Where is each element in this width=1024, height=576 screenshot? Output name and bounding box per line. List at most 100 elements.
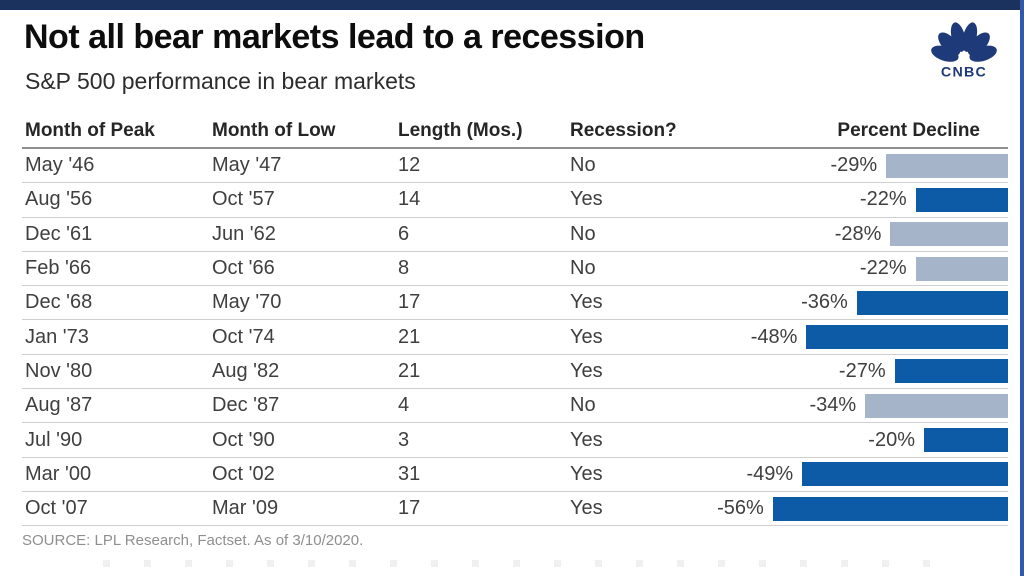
cell-length-months: 17 xyxy=(398,497,421,520)
table-row: Nov '80 Aug '82 21 Yes -27% xyxy=(22,355,1008,390)
decline-bar xyxy=(772,496,1008,521)
cell-month-of-peak: May '46 xyxy=(25,154,95,177)
cell-length-months: 4 xyxy=(398,394,410,417)
decline-bar xyxy=(806,325,1008,350)
cell-month-of-peak: Feb '66 xyxy=(25,257,92,280)
cell-length-months: 14 xyxy=(398,188,421,211)
cell-length-months: 12 xyxy=(398,154,421,177)
cell-month-of-peak: Aug '56 xyxy=(25,188,93,211)
cell-length-months: 8 xyxy=(398,257,410,280)
percent-decline-label: -29% xyxy=(830,154,878,177)
decline-bar xyxy=(915,187,1008,212)
cell-month-of-low: May '70 xyxy=(212,291,282,314)
cell-month-of-low: May '47 xyxy=(212,154,282,177)
cell-recession: Yes xyxy=(570,325,603,348)
cell-percent-decline: -56% xyxy=(710,496,1008,521)
cell-percent-decline: -29% xyxy=(710,153,1008,178)
percent-decline-label: -20% xyxy=(868,428,915,451)
cell-length-months: 21 xyxy=(398,359,421,382)
decline-bar xyxy=(802,462,1008,487)
percent-decline-label: -56% xyxy=(717,497,764,520)
cnbc-peacock-icon: CNBC xyxy=(931,22,997,80)
cell-recession: No xyxy=(570,222,596,245)
cell-length-months: 6 xyxy=(398,222,410,245)
table-row: Feb '66 Oct '66 8 No -22% xyxy=(22,252,1008,287)
table-row: Aug '56 Oct '57 14 Yes -22% xyxy=(22,183,1008,218)
cell-percent-decline: -27% xyxy=(710,359,1008,384)
source-note: SOURCE: LPL Research, Factset. As of 3/1… xyxy=(22,532,364,549)
decline-bar xyxy=(924,428,1008,453)
cell-month-of-low: Oct '57 xyxy=(212,188,275,211)
col-header-month-of-low: Month of Low xyxy=(212,119,336,141)
percent-decline-label: -36% xyxy=(801,291,848,314)
percent-decline-label: -22% xyxy=(859,257,907,280)
percent-decline-label: -27% xyxy=(838,359,886,382)
cell-percent-decline: -28% xyxy=(710,222,1008,247)
cell-percent-decline: -36% xyxy=(710,290,1008,315)
cell-month-of-peak: Dec '68 xyxy=(25,291,93,314)
cell-month-of-low: Aug '82 xyxy=(212,359,280,382)
bottom-dashed-strip xyxy=(103,560,953,567)
page-title: Not all bear markets lead to a recession xyxy=(24,18,645,56)
cell-percent-decline: -48% xyxy=(710,325,1008,350)
table-body: May '46 May '47 12 No -29% Aug '56 Oct '… xyxy=(22,149,1008,527)
percent-decline-label: -49% xyxy=(746,462,794,485)
table-row: Dec '68 May '70 17 Yes -36% xyxy=(22,286,1008,321)
cell-percent-decline: -20% xyxy=(710,428,1008,453)
cell-month-of-low: Dec '87 xyxy=(212,394,280,417)
cell-month-of-low: Oct '74 xyxy=(212,325,275,348)
page-subtitle: S&P 500 performance in bear markets xyxy=(25,68,416,94)
cell-percent-decline: -22% xyxy=(710,187,1008,212)
cell-length-months: 17 xyxy=(398,291,421,314)
cell-recession: Yes xyxy=(570,428,603,451)
decline-bar xyxy=(915,256,1008,281)
table-row: May '46 May '47 12 No -29% xyxy=(22,149,1008,184)
table-row: Mar '00 Oct '02 31 Yes -49% xyxy=(22,458,1008,492)
cell-percent-decline: -22% xyxy=(710,256,1008,281)
cell-recession: Yes xyxy=(570,359,603,382)
table-row: Oct '07 Mar '09 17 Yes -56% xyxy=(22,492,1008,527)
cell-recession: Yes xyxy=(570,291,603,314)
cell-month-of-peak: Nov '80 xyxy=(25,359,93,382)
col-header-month-of-peak: Month of Peak xyxy=(25,119,155,141)
cell-recession: No xyxy=(570,257,596,280)
cell-month-of-peak: Dec '61 xyxy=(25,222,93,245)
table-header-row: Month of Peak Month of Low Length (Mos.)… xyxy=(22,114,1008,149)
cell-percent-decline: -49% xyxy=(710,462,1008,487)
cell-recession: Yes xyxy=(570,188,603,211)
cell-month-of-low: Jun '62 xyxy=(212,222,276,245)
percent-decline-label: -34% xyxy=(809,394,857,417)
cnbc-logo-text: CNBC xyxy=(941,65,987,80)
cell-month-of-peak: Jul '90 xyxy=(25,428,83,451)
table-row: Dec '61 Jun '62 6 No -28% xyxy=(22,218,1008,252)
decline-bar xyxy=(894,359,1008,384)
decline-bar xyxy=(890,222,1008,247)
cell-length-months: 31 xyxy=(398,462,421,485)
right-accent-bar xyxy=(1020,0,1024,576)
decline-bar xyxy=(856,290,1008,315)
percent-decline-label: -28% xyxy=(834,222,882,245)
cell-month-of-peak: Oct '07 xyxy=(25,497,88,520)
cell-percent-decline: -34% xyxy=(710,393,1008,418)
col-header-recession: Recession? xyxy=(570,119,677,141)
decline-bar xyxy=(865,393,1008,418)
cnbc-logo: CNBC xyxy=(920,18,1008,80)
table-row: Jul '90 Oct '90 3 Yes -20% xyxy=(22,423,1008,458)
decline-bar xyxy=(886,153,1008,178)
cell-recession: Yes xyxy=(570,497,603,520)
table-row: Aug '87 Dec '87 4 No -34% xyxy=(22,389,1008,424)
cell-month-of-peak: Jan '73 xyxy=(25,325,89,348)
table-row: Jan '73 Oct '74 21 Yes -48% xyxy=(22,320,1008,355)
cell-month-of-peak: Aug '87 xyxy=(25,394,93,417)
cell-month-of-peak: Mar '00 xyxy=(25,462,92,485)
cell-month-of-low: Oct '90 xyxy=(212,428,275,451)
top-accent-bar xyxy=(0,0,1024,10)
cell-recession: Yes xyxy=(570,462,603,485)
col-header-length: Length (Mos.) xyxy=(398,119,523,141)
cell-month-of-low: Oct '02 xyxy=(212,462,275,485)
cell-recession: No xyxy=(570,394,596,417)
cell-length-months: 3 xyxy=(398,428,410,451)
cell-month-of-low: Oct '66 xyxy=(212,257,275,280)
percent-decline-label: -48% xyxy=(750,325,798,348)
cell-length-months: 21 xyxy=(398,325,421,348)
